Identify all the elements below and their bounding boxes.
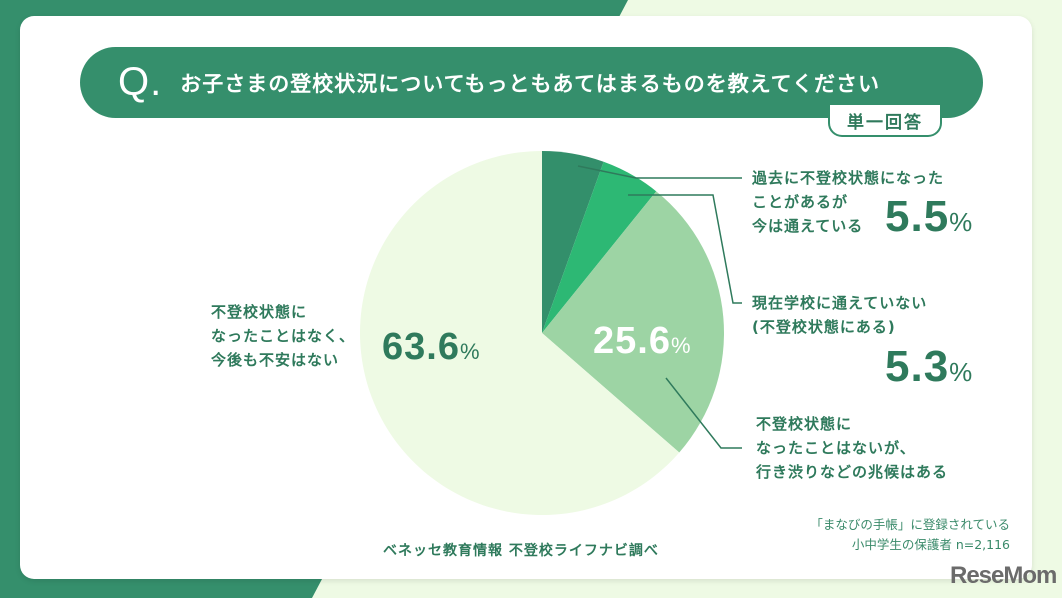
label-line: ことがあるが: [752, 193, 849, 211]
percent-sign: %: [949, 207, 974, 237]
label-line: なったことはなく、: [211, 327, 356, 345]
label-line: (不登校状態にある): [752, 318, 896, 336]
value-slice-2: 5.3%: [885, 342, 973, 392]
value-slice-1: 5.5%: [885, 192, 973, 242]
label-line: 過去に不登校状態になった: [752, 169, 945, 187]
note-line: 小中学生の保護者 n=2,116: [851, 537, 1010, 552]
leader-line-s2: [628, 194, 742, 304]
value-slice-3: 25.6%: [593, 320, 692, 363]
question-banner: Q. お子さまの登校状況についてもっともあてはまるものを教えてください: [80, 47, 983, 118]
pie-slice-3: [542, 191, 724, 453]
percent-sign: %: [459, 339, 481, 364]
value-number: 25.6: [593, 320, 671, 362]
label-line: 行き渋りなどの兆候はある: [756, 463, 949, 481]
answer-type-badge: 単一回答: [828, 105, 942, 137]
pie-slice-4: [359, 151, 680, 515]
source-credit: ベネッセ教育情報 不登校ライフナビ調べ: [383, 543, 659, 559]
pie-slice-1: [542, 151, 604, 333]
sample-note: 「まなびの手帳」に登録されている 小中学生の保護者 n=2,116: [760, 515, 1010, 555]
label-slice-1: 過去に不登校状態になった ことがあるが 今は通えている: [752, 166, 944, 238]
resemom-logo: ReseMom: [950, 562, 1057, 589]
leader-line-s1: [577, 165, 742, 179]
label-line: 今は通えている: [752, 217, 864, 235]
leader-line-s3: [665, 377, 742, 449]
label-line: 不登校状態に: [756, 415, 853, 433]
label-slice-2: 現在学校に通えていない (不登校状態にある): [752, 291, 927, 339]
percent-sign: %: [949, 357, 974, 387]
label-slice-3: 不登校状態に なったことはないが、 行き渋りなどの兆候はある: [756, 412, 948, 484]
label-line: 今後も不安はない: [211, 351, 340, 369]
percent-sign: %: [670, 333, 692, 358]
value-number: 5.3: [885, 342, 950, 391]
question-mark: Q.: [118, 60, 163, 104]
question-text: お子さまの登校状況についてもっともあてはまるものを教えてください: [180, 71, 881, 96]
label-line: 不登校状態に: [211, 303, 308, 321]
note-line: 「まなびの手帳」に登録されている: [810, 517, 1010, 532]
label-line: 現在学校に通えていない: [752, 294, 928, 312]
label-slice-4: 不登校状態に なったことはなく、 今後も不安はない: [211, 300, 355, 372]
pie-slice-2: [542, 161, 657, 333]
value-number: 63.6: [382, 326, 460, 368]
value-number: 5.5: [885, 192, 950, 241]
value-slice-4: 63.6%: [382, 326, 481, 369]
label-line: なったことはないが、: [756, 439, 916, 457]
